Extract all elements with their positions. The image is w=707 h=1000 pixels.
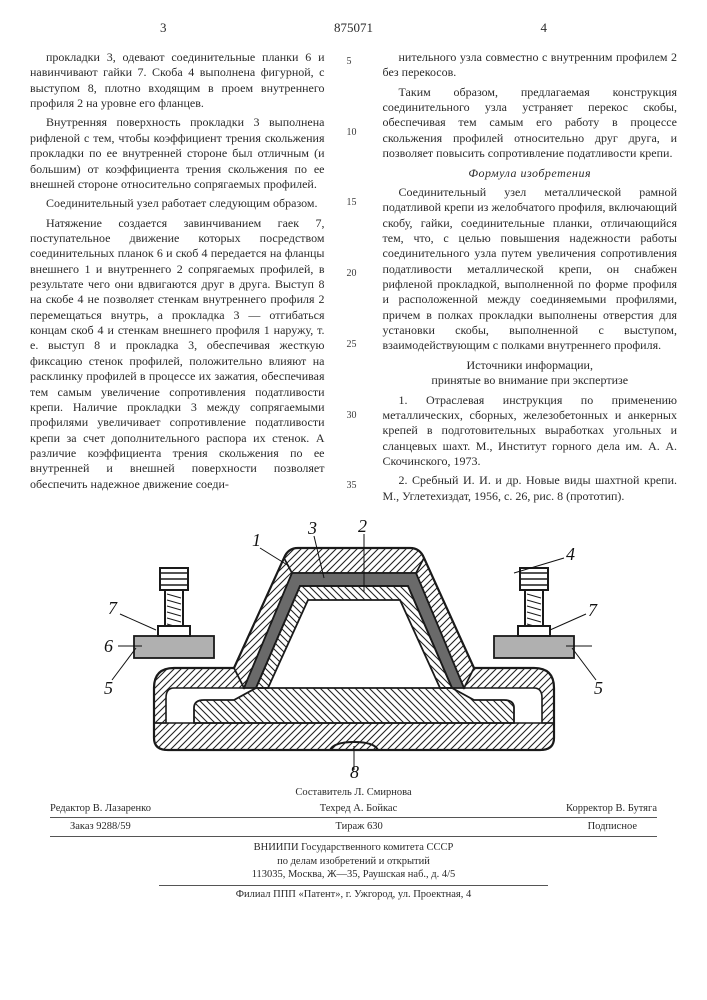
sources-title: Источники информации, принятые во вниман…	[383, 358, 678, 389]
formula-title: Формула изобретения	[383, 166, 678, 181]
lbl-4: 4	[566, 544, 575, 564]
compiler: Составитель Л. Смирнова	[295, 786, 411, 800]
lbl-5l: 5	[104, 678, 113, 698]
right-bolt	[494, 568, 574, 658]
lbl-8: 8	[350, 762, 359, 778]
left-bolt	[134, 568, 214, 658]
plate	[134, 636, 214, 658]
footer: Составитель Л. Смирнова Редактор В. Лаза…	[30, 786, 677, 901]
lbl-7r: 7	[588, 600, 598, 620]
para: 2. Сребный И. И. и др. Новые виды шахтно…	[383, 473, 678, 504]
figure: 1 3 2 4 7 5 7 5 6 8	[30, 518, 677, 778]
lbl-7l: 7	[108, 598, 118, 618]
plate	[494, 636, 574, 658]
text-columns: прокладки 3, одевают соединительные план…	[30, 50, 677, 508]
subscr: Подписное	[588, 820, 637, 834]
para: нительного узла совместно с внутренним п…	[383, 50, 678, 81]
para: Соединительный узел металлической рамной…	[383, 185, 678, 354]
editor: Редактор В. Лазаренко	[50, 802, 151, 816]
left-column: прокладки 3, одевают соединительные план…	[30, 50, 325, 508]
org1: ВНИИПИ Государственного комитета СССР	[30, 841, 677, 855]
para: Натяжение создается завинчиванием гаек 7…	[30, 216, 325, 492]
ln: 5	[347, 56, 361, 69]
tirazh: Тираж 630	[335, 820, 382, 834]
ln: 20	[347, 268, 361, 281]
org2: по делам изобретений и открытий	[30, 855, 677, 869]
right-column: нительного узла совместно с внутренним п…	[383, 50, 678, 508]
lbl-1: 1	[252, 530, 261, 550]
addr2: Филиал ППП «Патент», г. Ужгород, ул. Про…	[30, 888, 677, 902]
addr1: 113035, Москва, Ж—35, Раушская наб., д. …	[30, 868, 677, 882]
ln: 10	[347, 127, 361, 140]
para: 1. Отраслевая инструкция по применению м…	[383, 393, 678, 470]
divider	[159, 885, 547, 886]
header: 3 875071 4	[30, 20, 677, 36]
page: 3 875071 4 прокладки 3, одевают соединит…	[0, 0, 707, 922]
corrector: Корректор В. Бутяга	[566, 802, 657, 816]
order: Заказ 9288/59	[70, 820, 131, 834]
ln: 30	[347, 410, 361, 423]
techred: Техред А. Бойкас	[320, 802, 398, 816]
ln: 15	[347, 197, 361, 210]
ln: 25	[347, 339, 361, 352]
technical-drawing: 1 3 2 4 7 5 7 5 6 8	[94, 518, 614, 778]
lbl-5r: 5	[594, 678, 603, 698]
para: Внутренняя поверхность прокладки 3 выпол…	[30, 115, 325, 192]
para: Соединительный узел работает следующим о…	[30, 196, 325, 211]
lbl-6l: 6	[104, 636, 113, 656]
col-num-left: 3	[160, 20, 167, 36]
para: Таким образом, предлагаемая конструкция …	[383, 85, 678, 162]
ln: 35	[347, 480, 361, 493]
washer	[158, 626, 190, 636]
lbl-3: 3	[307, 518, 317, 538]
para: прокладки 3, одевают соединительные план…	[30, 50, 325, 111]
outer-rim	[154, 723, 554, 750]
col-num-right: 4	[541, 20, 548, 36]
line-numbers: 5 10 15 20 25 30 35	[347, 50, 361, 508]
lbl-2: 2	[358, 518, 367, 536]
patent-number: 875071	[334, 20, 373, 36]
